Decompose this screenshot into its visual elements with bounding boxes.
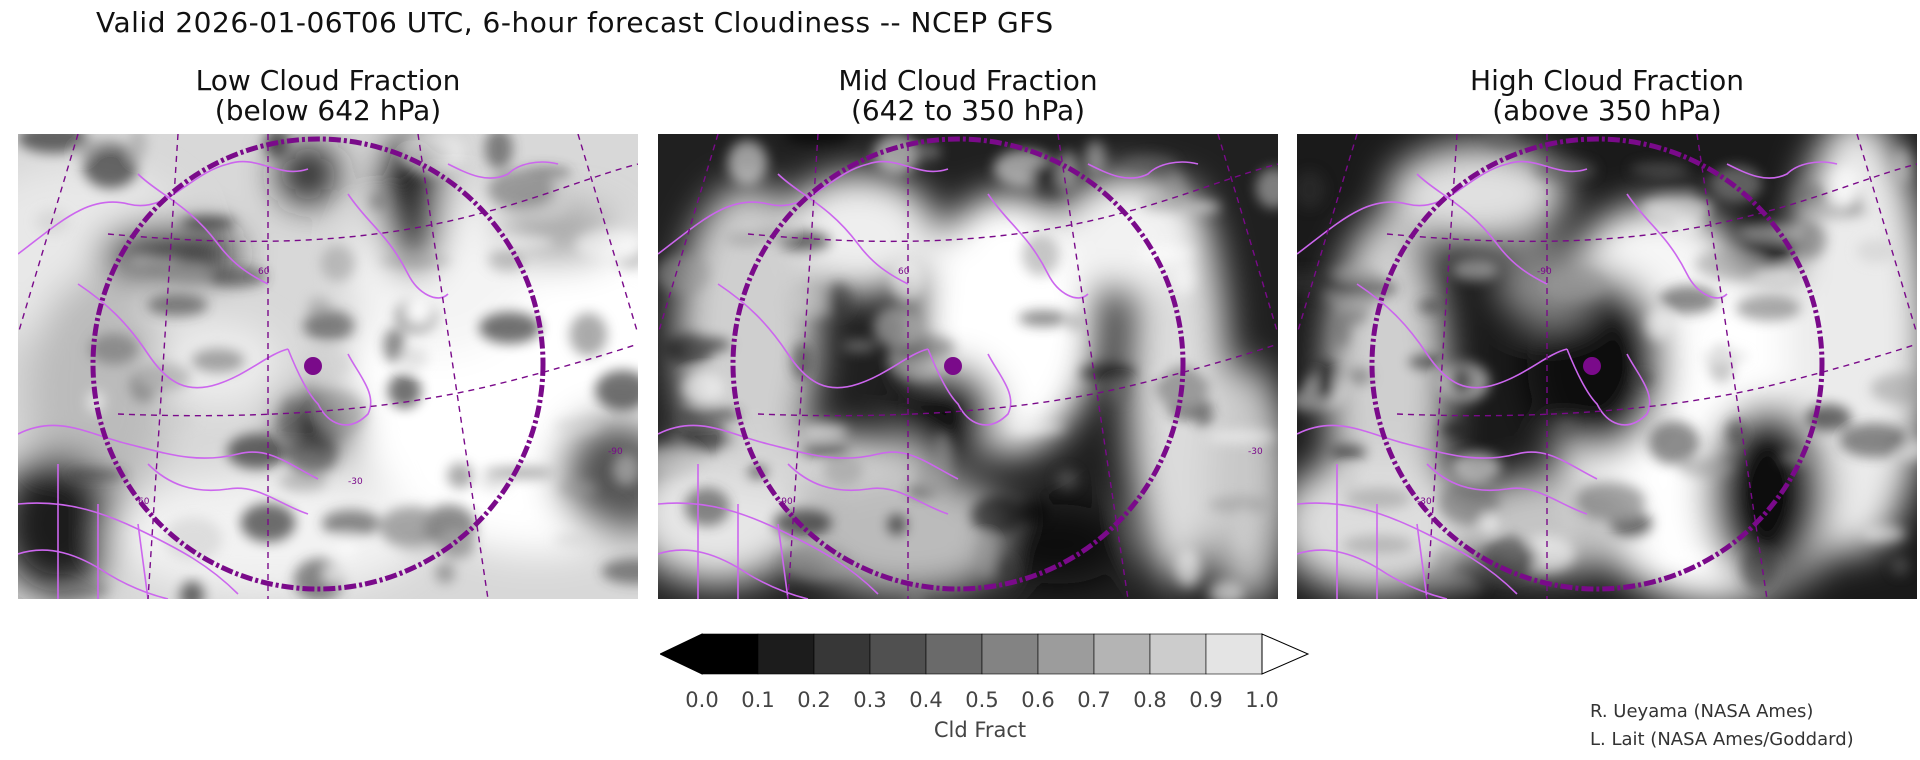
- colorbar-tick-label: 0.6: [1021, 688, 1055, 712]
- location-marker[interactable]: [1583, 357, 1601, 375]
- map-svg-high: -90 -30: [1297, 134, 1917, 599]
- colorbar: [660, 633, 1310, 675]
- colorbar-tick-label: 1.0: [1245, 688, 1279, 712]
- colorbar-swatch: [1093, 633, 1151, 675]
- colorbar-tick-label: 0.3: [853, 688, 887, 712]
- panel-subtitle: (642 to 350 hPa): [850, 94, 1086, 127]
- grid-label: -30: [348, 477, 363, 487]
- colorbar-swatch: [701, 633, 759, 675]
- grid-label: 60: [898, 267, 910, 277]
- colorbar-swatch: [813, 633, 871, 675]
- figure-title: Valid 2026-01-06T06 UTC, 6-hour forecast…: [96, 6, 1054, 39]
- panel-title: Low Cloud Fraction: [195, 64, 461, 97]
- cloud-map-mid[interactable]: 60 -90 -30: [658, 134, 1278, 599]
- credits: R. Ueyama (NASA Ames) L. Lait (NASA Ames…: [1590, 698, 1854, 754]
- coastlines: [1297, 160, 1838, 599]
- colorbar-swatch: [757, 633, 815, 675]
- colorbar-swatch: [981, 633, 1039, 675]
- lat-lon-grid: [658, 134, 1278, 599]
- colorbar-swatch: [869, 633, 927, 675]
- credit-line-2: L. Lait (NASA Ames/Goddard): [1590, 729, 1854, 750]
- colorbar-swatch: [1149, 633, 1207, 675]
- cloud-field: [658, 174, 1278, 599]
- colorbar-swatch: [1037, 633, 1095, 675]
- panel-subtitle: (above 350 hPa): [1492, 94, 1722, 127]
- colorbar-over-arrow: [1261, 633, 1310, 675]
- map-svg-low: 60 60 -90 -30: [18, 134, 638, 599]
- cloud-texture: [1297, 134, 1917, 599]
- projection-ring: [730, 136, 1186, 592]
- colorbar-under-arrow: [660, 633, 703, 675]
- colorbar-tick-label: 0.5: [965, 688, 999, 712]
- grid-label: 60: [258, 267, 270, 277]
- lat-lon-grid: [1297, 134, 1917, 599]
- colorbar-tick-label: 0.9: [1189, 688, 1223, 712]
- grid-label: -30: [1417, 497, 1432, 507]
- panel-high-cloud: High Cloud Fraction (above 350 hPa) -90-…: [1297, 64, 1917, 599]
- colorbar-tick-label: 0.7: [1077, 688, 1111, 712]
- colorbar-swatch: [1205, 633, 1263, 675]
- colorbar-tick-label: 0.0: [685, 688, 719, 712]
- coastlines: [658, 160, 1199, 599]
- colorbar-tick-label: 0.1: [741, 688, 775, 712]
- grid-label: 60: [138, 497, 150, 507]
- grid-label: -30: [1248, 447, 1263, 457]
- credit-line-1: R. Ueyama (NASA Ames): [1590, 701, 1814, 722]
- colorbar-units: Cld Fract: [933, 718, 1027, 742]
- location-marker[interactable]: [944, 357, 962, 375]
- panel-subtitle: (below 642 hPa): [214, 94, 442, 127]
- map-svg-mid: 60 -90 -30: [658, 134, 1278, 599]
- panel-mid-cloud: Mid Cloud Fraction (642 to 350 hPa) 60 -9…: [658, 64, 1278, 599]
- colorbar-tick-labels: 0.0 0.1 0.2 0.3 0.4 0.5 0.6 0.7 0.8 0.9 1.0: [660, 688, 1300, 718]
- cloud-map-low[interactable]: 60 60 -90 -30: [18, 134, 638, 599]
- colorbar-tick-label: 0.8: [1133, 688, 1167, 712]
- panel-title: Mid Cloud Fraction: [838, 64, 1098, 97]
- panel-low-cloud: Low Cloud Fraction (below 642 hPa) 60 60 -…: [18, 64, 638, 599]
- colorbar-swatch: [925, 633, 983, 675]
- panel-title: High Cloud Fraction: [1470, 64, 1744, 97]
- cloud-map-high[interactable]: -90 -30: [1297, 134, 1917, 599]
- projection-ring: [1369, 136, 1825, 592]
- grid-label: -90: [608, 447, 623, 457]
- projection-ring: [90, 136, 546, 592]
- location-marker[interactable]: [304, 357, 322, 375]
- colorbar-tick-label: 0.2: [797, 688, 831, 712]
- colorbar-tick-label: 0.4: [909, 688, 943, 712]
- cloud-texture: [18, 134, 638, 599]
- grid-label: -90: [778, 497, 793, 507]
- grid-label: -90: [1537, 267, 1552, 277]
- lat-lon-grid: [18, 134, 638, 599]
